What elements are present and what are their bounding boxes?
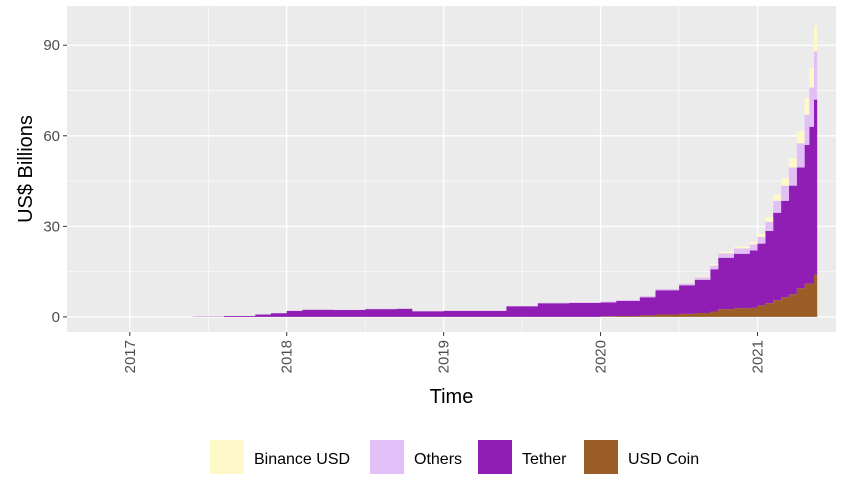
legend-key-others — [370, 440, 404, 474]
x-tick-label: 2017 — [122, 340, 139, 373]
axis-layer: 0 30 60 90 2017 2018 2019 2020 2021 — [43, 37, 766, 373]
legend-key-tether — [478, 440, 512, 474]
y-tick-label: 90 — [43, 37, 60, 54]
legend-label-binance-usd: Binance USD — [254, 451, 350, 468]
legend-key-binance-usd — [210, 440, 244, 474]
area-usd-coin — [192, 274, 818, 317]
x-axis-title: Time — [430, 386, 474, 408]
legend-key-usd-coin — [584, 440, 618, 474]
area-layer — [192, 19, 818, 317]
legend: Binance USD Others Tether USD Coin — [210, 440, 699, 474]
legend-label-others: Others — [414, 451, 462, 468]
x-tick-label: 2020 — [593, 340, 610, 373]
x-tick-label: 2021 — [750, 340, 767, 373]
x-tick-label: 2019 — [436, 340, 453, 373]
x-tick-label: 2018 — [279, 340, 296, 373]
legend-label-tether: Tether — [522, 451, 567, 468]
legend-label-usd-coin: USD Coin — [628, 451, 699, 468]
y-tick-label: 30 — [43, 218, 60, 235]
y-axis-title: US$ Billions — [15, 115, 37, 223]
y-tick-label: 60 — [43, 128, 60, 145]
area-tether — [192, 93, 818, 317]
y-tick-label: 0 — [52, 309, 60, 326]
